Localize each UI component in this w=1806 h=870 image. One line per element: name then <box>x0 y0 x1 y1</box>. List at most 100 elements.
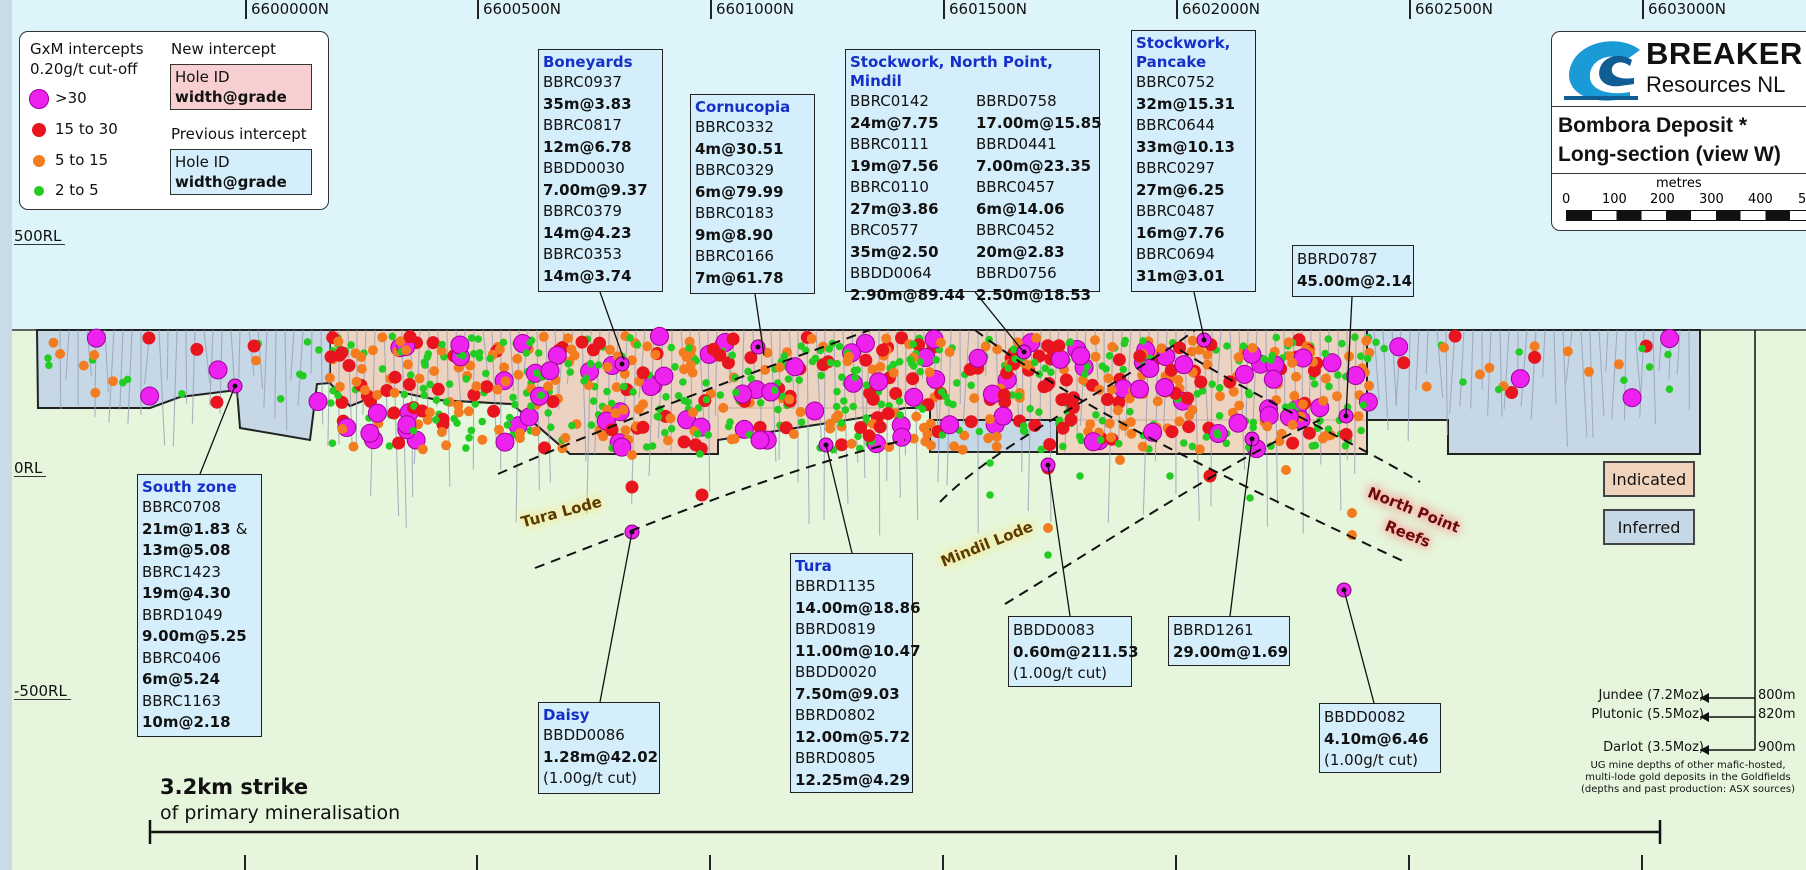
intercept-dot <box>780 352 789 360</box>
hole-id: BBDD0064 <box>850 264 932 282</box>
new-intercept-centre <box>1201 337 1207 343</box>
intercept-dot <box>1165 425 1179 439</box>
drill-trace <box>1459 329 1465 408</box>
intercept-dot <box>881 333 892 344</box>
intercept-value: 12.00m@5.72 <box>795 727 911 746</box>
intercept-dot <box>944 347 955 357</box>
intercept-dot <box>654 413 663 421</box>
hole-id: BBRC0142 <box>850 92 929 110</box>
intercept-dot <box>356 363 367 374</box>
intercept-dot <box>826 358 835 367</box>
intercept-dot <box>1112 405 1123 416</box>
intercept-dot <box>636 366 650 380</box>
intercept-dot <box>862 414 870 422</box>
intercept-dot <box>1050 349 1070 369</box>
zone-rows: BBDD0086 1.28m@42.02 (1.00g/t cut) <box>543 725 659 790</box>
intercept-dot <box>1194 344 1205 355</box>
intercept-dot <box>1494 385 1503 394</box>
intercept-dot <box>482 369 490 378</box>
intercept-dot <box>1042 377 1056 390</box>
intercept-dot <box>1528 350 1542 364</box>
intercept-dot <box>1143 422 1163 442</box>
hole-id: BBDD0082 <box>1324 708 1406 726</box>
intercept-value: 17.00m@15.85 <box>976 113 1102 132</box>
intercept-dot <box>1272 333 1281 342</box>
intercept-value: 14.00m@18.86 <box>795 598 921 617</box>
intercept-dot <box>1322 353 1342 373</box>
drill-trace <box>1553 329 1557 405</box>
drill-trace <box>203 329 211 384</box>
intercept-dot <box>1066 401 1080 414</box>
intercept-dot <box>347 341 355 349</box>
intercept-dot <box>896 411 904 419</box>
intercept-dot <box>774 362 785 373</box>
intercept-dot <box>618 404 629 415</box>
intercept-dot <box>1660 329 1680 348</box>
intercept-dot <box>862 381 871 390</box>
intercept-dot <box>432 396 441 404</box>
intercept-dot <box>395 336 406 347</box>
intercept-dot <box>329 386 338 395</box>
intercept-dot <box>702 395 711 404</box>
callout-leader <box>1343 589 1375 704</box>
intercept-dot <box>680 396 688 405</box>
intercept-dot <box>892 427 912 447</box>
intercept-dot <box>762 347 773 358</box>
legend-item: 15 to 30 <box>30 119 118 139</box>
drill-trace <box>860 329 866 478</box>
rl-label-500: 500RL <box>14 228 66 245</box>
intercept-dot <box>419 384 428 393</box>
intercept-dot <box>1044 551 1052 559</box>
intercept-dot <box>431 382 445 396</box>
intercept-dot <box>825 418 836 429</box>
intercept-dot <box>210 395 224 409</box>
intercept-dot <box>315 346 323 354</box>
intercept-dot <box>1353 411 1364 422</box>
intercept-dot <box>1239 342 1248 350</box>
intercept-dot <box>1056 421 1070 435</box>
mine-depth-name: Darlot (3.5Moz) <box>1603 740 1704 755</box>
intercept-value: 1.28m@42.02 <box>543 747 659 766</box>
intercept-dot <box>1098 362 1107 370</box>
intercept-dot <box>1361 335 1372 346</box>
intercept-dot <box>806 333 817 344</box>
intercept-dot <box>1613 359 1624 370</box>
intercept-dot <box>478 417 487 426</box>
zone-rows: BBDD0082 4.10m@6.46 (1.00g/t cut) <box>1324 707 1435 772</box>
intercept-dot <box>667 343 676 352</box>
intercept-dot <box>442 398 451 406</box>
intercept-dot <box>1126 407 1134 416</box>
intercept-dot <box>509 393 517 402</box>
intercept-value: 6m@5.24 <box>142 670 221 688</box>
company-name: BREAKER <box>1646 36 1803 71</box>
easting-label: 6603000N <box>1642 0 1726 19</box>
intercept-dot <box>677 435 691 449</box>
intercept-dot <box>1359 401 1368 409</box>
intercept-dot <box>208 360 228 380</box>
drill-trace <box>1415 329 1420 390</box>
intercept-dot <box>414 373 425 384</box>
intercept-dot <box>511 400 519 409</box>
callout-leader <box>1047 464 1071 617</box>
intercept-dot <box>1121 336 1129 345</box>
intercept-dot <box>1166 472 1174 480</box>
intercept-dot <box>1112 395 1126 409</box>
intercept-dot <box>1260 355 1268 363</box>
intercept-dot <box>1106 384 1117 395</box>
easting-label: 6601000N <box>710 0 794 19</box>
stockwork-pancake-box: Stockwork, Pancake BBRC0752 32m@15.31 BBRC… <box>1131 30 1256 292</box>
drill-trace <box>383 329 388 416</box>
intercept-dot <box>862 429 876 443</box>
intercept-dot <box>348 441 359 452</box>
intercept-dot <box>385 442 394 450</box>
intercept-dot <box>627 450 637 460</box>
zone-rows: BBRD1135 14.00m@18.86 BBRD0819 11.00m@10.47… <box>795 576 921 791</box>
legend-prev-swatch: Hole ID width@grade <box>170 149 312 195</box>
intercept-dot <box>726 418 734 426</box>
drill-trace <box>1520 329 1528 407</box>
intercept-dot <box>846 438 857 449</box>
hole-id: BBRC0694 <box>1136 245 1215 263</box>
intercept-dot <box>779 421 793 435</box>
legend-item: 5 to 15 <box>30 150 108 170</box>
grade-dot-icon <box>29 88 49 109</box>
